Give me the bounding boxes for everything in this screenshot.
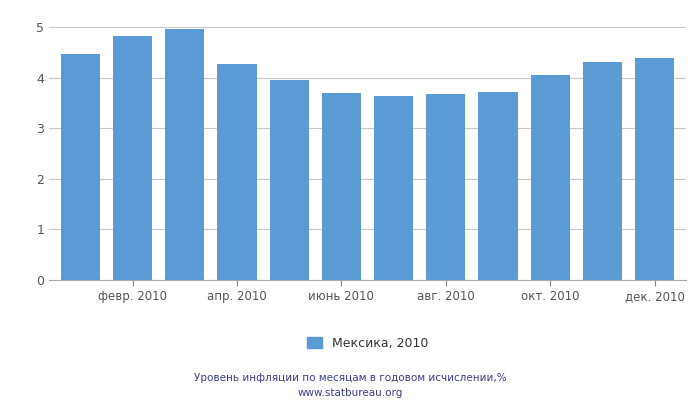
Bar xyxy=(583,62,622,280)
Bar xyxy=(61,54,100,280)
Bar xyxy=(322,94,361,280)
Bar xyxy=(218,64,256,280)
Text: Уровень инфляции по месяцам в годовом исчислении,%: Уровень инфляции по месяцам в годовом ис… xyxy=(194,373,506,383)
Bar xyxy=(374,96,413,280)
Bar xyxy=(635,58,674,280)
Legend: Мексика, 2010: Мексика, 2010 xyxy=(302,332,433,355)
Bar xyxy=(165,29,204,280)
Bar xyxy=(270,80,309,280)
Bar xyxy=(426,94,466,280)
Bar xyxy=(531,75,570,280)
Text: www.statbureau.org: www.statbureau.org xyxy=(298,388,402,398)
Bar xyxy=(113,36,152,280)
Bar xyxy=(479,92,517,280)
